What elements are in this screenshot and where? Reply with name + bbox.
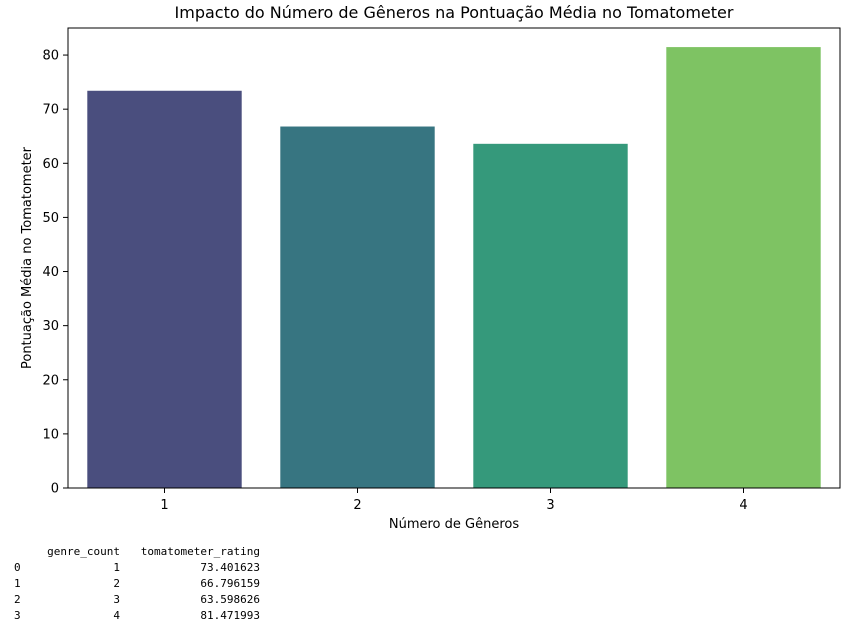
bar-4	[666, 47, 821, 488]
y-tick-label: 40	[42, 265, 59, 280]
x-axis: 1 2 3 4	[160, 488, 748, 513]
bar-3	[473, 143, 628, 488]
index-header	[14, 544, 36, 560]
dataframe-table: genre_count tomatometer_rating 0 1 73.40…	[14, 544, 260, 624]
dataframe-header-row: genre_count tomatometer_rating	[14, 544, 260, 560]
plot-frame	[67, 27, 841, 489]
row-index: 1	[14, 577, 21, 590]
genre-count-cell: 2	[113, 577, 120, 590]
chart-title: Impacto do Número de Gêneros na Pontuaçã…	[175, 3, 734, 22]
y-tick-label: 10	[42, 427, 59, 442]
y-tick-label: 0	[51, 482, 59, 497]
table-row: 3 4 81.471993	[14, 608, 260, 624]
y-axis-label: Pontuação Média no Tomatometer	[20, 146, 35, 369]
bar-2	[280, 126, 435, 489]
x-tick-label: 4	[739, 498, 747, 513]
y-axis: 0 10 20 30 40 50 60 70 80	[42, 49, 68, 497]
y-tick-label: 60	[42, 157, 59, 172]
x-tick-label: 1	[160, 498, 168, 513]
bar-1	[87, 90, 242, 488]
table-row: 2 3 63.598626	[14, 592, 260, 608]
x-tick-label: 3	[546, 498, 554, 513]
genre-count-cell: 3	[113, 593, 120, 606]
y-tick-label: 30	[42, 319, 59, 334]
column-header-tomatometer-rating: tomatometer_rating	[140, 545, 260, 558]
column-header-genre-count: genre_count	[47, 545, 120, 558]
tomatometer-rating-cell: 63.598626	[200, 593, 260, 606]
tomatometer-rating-cell: 73.401623	[200, 561, 260, 574]
table-row: 0 1 73.401623	[14, 560, 260, 576]
bars-group	[87, 47, 821, 489]
genre-count-cell: 4	[113, 609, 120, 622]
y-tick-label: 20	[42, 373, 59, 388]
row-index: 0	[14, 561, 21, 574]
table-row: 1 2 66.796159	[14, 576, 260, 592]
y-tick-label: 50	[42, 211, 59, 226]
bar-chart: Impacto do Número de Gêneros na Pontuaçã…	[20, 3, 841, 532]
tomatometer-rating-cell: 81.471993	[200, 609, 260, 622]
dataframe-output: genre_count tomatometer_rating 0 1 73.40…	[14, 544, 260, 624]
x-axis-label: Número de Gêneros	[389, 517, 519, 532]
y-tick-label: 70	[42, 103, 59, 118]
row-index: 3	[14, 609, 21, 622]
x-tick-label: 2	[353, 498, 361, 513]
genre-count-cell: 1	[113, 561, 120, 574]
tomatometer-rating-cell: 66.796159	[200, 577, 260, 590]
y-tick-label: 80	[42, 49, 59, 64]
row-index: 2	[14, 593, 21, 606]
